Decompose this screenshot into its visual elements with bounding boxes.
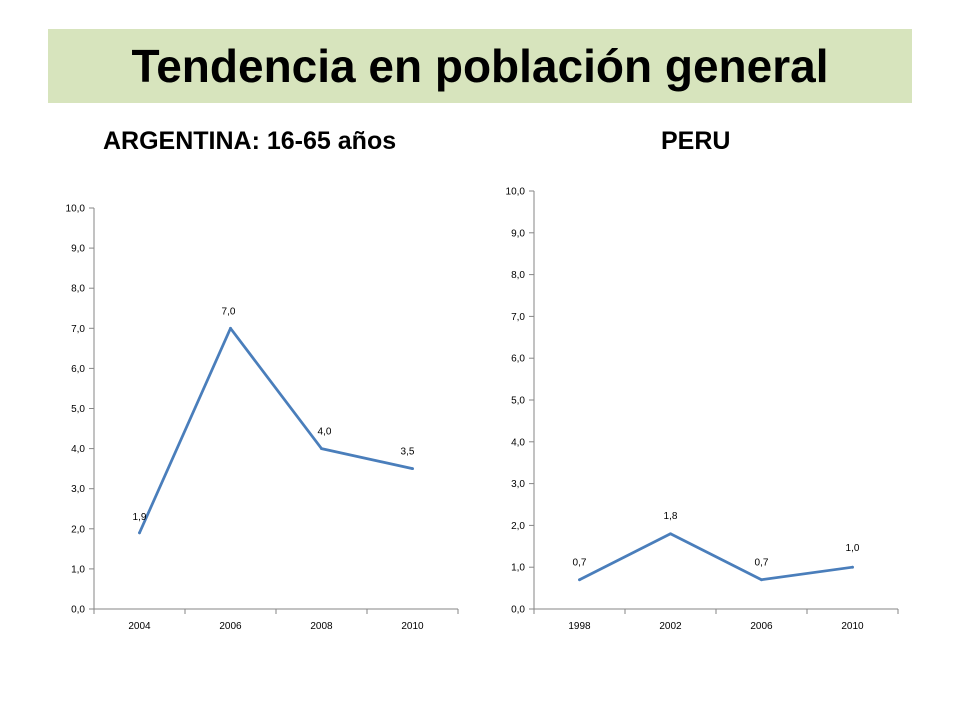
argentina-data-label: 3,5 xyxy=(401,447,415,458)
argentina-data-point xyxy=(138,531,141,535)
peru-y-tick-label: 7,0 xyxy=(511,312,525,323)
argentina-data-point xyxy=(411,467,414,471)
argentina-y-tick-label: 2,0 xyxy=(71,524,85,535)
argentina-y-tick-label: 0,0 xyxy=(71,605,85,616)
argentina-y-tick-label: 8,0 xyxy=(71,284,85,295)
peru-y-tick-label: 5,0 xyxy=(511,396,525,407)
argentina-data-point xyxy=(320,447,323,450)
argentina-series-line xyxy=(138,326,414,535)
argentina-y-tick-label: 1,0 xyxy=(71,564,85,575)
argentina-x-tick-label: 2004 xyxy=(128,621,151,632)
peru-data-point xyxy=(669,532,672,536)
peru-y-tick-label: 3,0 xyxy=(511,479,525,490)
title-banner: Tendencia en población general xyxy=(48,29,912,103)
peru-y-tick-label: 8,0 xyxy=(511,270,525,281)
argentina-x-tick-label: 2010 xyxy=(401,621,424,632)
peru-x-tick-label: 2010 xyxy=(841,621,864,632)
peru-data-label: 1,0 xyxy=(846,543,860,554)
peru-data-point xyxy=(760,578,763,582)
peru-data-label: 1,8 xyxy=(664,511,678,522)
argentina-data-label: 7,0 xyxy=(222,306,236,317)
argentina-y-tick-label: 5,0 xyxy=(71,404,85,415)
argentina-chart-heading: ARGENTINA: 16-65 años xyxy=(103,127,397,155)
argentina-y-tick-label: 9,0 xyxy=(71,244,85,255)
peru-x-tick-label: 1998 xyxy=(568,621,591,632)
peru-data-label: 0,7 xyxy=(573,558,587,569)
argentina-y-tick-label: 6,0 xyxy=(71,364,85,375)
peru-chart-heading: PERU xyxy=(661,127,731,155)
argentina-y-tick-label: 4,0 xyxy=(71,444,85,455)
argentina-data-point xyxy=(229,326,232,330)
peru-y-tick-label: 4,0 xyxy=(511,437,525,448)
peru-y-tick-label: 9,0 xyxy=(511,228,525,239)
argentina-data-label: 1,9 xyxy=(133,512,147,523)
peru-y-tick-label: 1,0 xyxy=(511,563,525,574)
peru-y-tick-label: 2,0 xyxy=(511,521,525,532)
peru-y-tick-label: 6,0 xyxy=(511,354,525,365)
argentina-data-label: 4,0 xyxy=(318,427,332,438)
argentina-x-tick-label: 2006 xyxy=(219,621,242,632)
argentina-y-tick-label: 7,0 xyxy=(71,324,85,335)
peru-data-label: 0,7 xyxy=(755,558,769,569)
page-title: Tendencia en población general xyxy=(131,40,829,92)
peru-data-point xyxy=(851,565,854,569)
peru-x-tick-label: 2002 xyxy=(659,621,682,632)
peru-x-tick-label: 2006 xyxy=(750,621,773,632)
peru-y-tick-label: 0,0 xyxy=(511,605,525,616)
peru-data-point xyxy=(578,578,581,582)
argentina-y-tick-label: 3,0 xyxy=(71,484,85,495)
argentina-y-tick-label: 10,0 xyxy=(66,204,86,215)
peru-series-line xyxy=(578,532,854,582)
argentina-x-tick-label: 2008 xyxy=(310,621,333,632)
peru-y-tick-label: 10,0 xyxy=(506,187,526,198)
